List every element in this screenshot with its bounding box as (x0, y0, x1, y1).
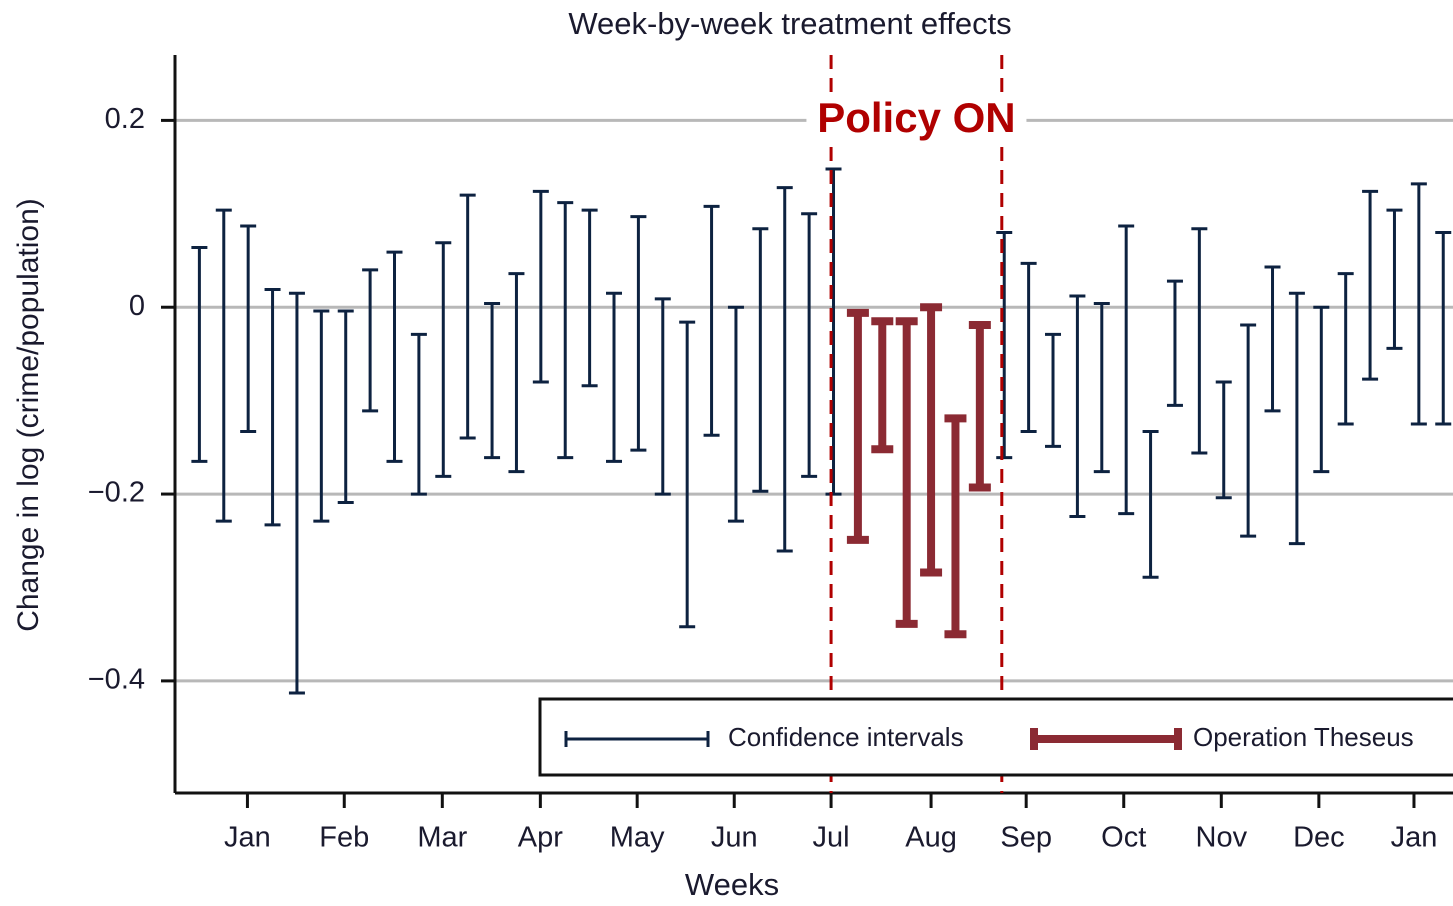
interval (871, 317, 894, 454)
interval (581, 208, 598, 388)
interval (920, 303, 943, 577)
interval (1264, 265, 1281, 413)
interval (606, 291, 623, 463)
x-tick-label: Jan (1391, 822, 1438, 854)
interval (191, 245, 208, 463)
interval (825, 167, 842, 496)
interval (996, 230, 1013, 460)
x-axis-label: Weeks (685, 867, 779, 902)
interval (557, 201, 574, 460)
interval (1362, 189, 1379, 381)
interval (968, 320, 991, 492)
x-tick-label: Apr (518, 822, 563, 854)
interval (386, 250, 403, 463)
interval (508, 272, 525, 474)
interval (1069, 294, 1086, 518)
x-tick-label: Aug (905, 822, 957, 854)
interval (410, 332, 427, 496)
interval (313, 309, 330, 523)
x-tick-label: Oct (1101, 822, 1146, 854)
legend-box (538, 697, 1453, 777)
annotation-bg (806, 100, 1027, 144)
interval (1410, 182, 1427, 426)
interval (459, 193, 476, 440)
interval (484, 301, 501, 460)
interval (1045, 332, 1062, 448)
interval (435, 241, 452, 478)
chart-title: Week-by-week treatment effects (568, 6, 1011, 41)
interval (1215, 380, 1232, 500)
x-tick-label: Mar (417, 822, 467, 854)
x-tick-label: Feb (319, 822, 369, 854)
interval (846, 308, 869, 544)
y-axis-label: Change in log (crime/population) (12, 198, 45, 632)
interval (727, 305, 744, 523)
interval (288, 291, 305, 695)
x-tick-label: Nov (1196, 822, 1248, 854)
interval (630, 215, 647, 452)
interval (1386, 208, 1403, 350)
interval (895, 317, 918, 628)
y-tick-label: 0.2 (105, 103, 145, 135)
legend-label: Operation Theseus (1193, 722, 1414, 752)
interval (1337, 272, 1354, 426)
x-tick-label: Jul (813, 822, 850, 854)
y-tick-label: 0 (129, 290, 145, 322)
legend-swatch (564, 731, 710, 747)
interval (679, 320, 696, 629)
interval (362, 268, 379, 413)
annotation: Policy ON (817, 94, 1015, 141)
interval (752, 227, 769, 493)
interval (1118, 224, 1135, 516)
interval (1240, 323, 1257, 538)
x-tick-label: Sep (1000, 822, 1052, 854)
interval (240, 224, 257, 433)
interval (264, 287, 281, 527)
x-tick-label: Dec (1293, 822, 1345, 854)
interval (532, 189, 549, 384)
interval (1313, 305, 1330, 474)
interval (703, 204, 720, 437)
interval (1166, 279, 1183, 407)
x-tick-label: May (610, 822, 665, 854)
interval (1020, 261, 1037, 433)
interval (337, 309, 354, 504)
interval (801, 212, 818, 478)
interval (944, 414, 967, 639)
interval (1093, 301, 1110, 474)
y-tick-label: −0.2 (88, 477, 145, 509)
interval (1288, 291, 1305, 546)
x-tick-label: Jun (711, 822, 758, 854)
interval (654, 297, 671, 496)
interval (1191, 227, 1208, 455)
interval (1435, 230, 1452, 426)
legend-label: Confidence intervals (728, 722, 964, 752)
legend-swatch (1030, 728, 1182, 750)
interval (776, 186, 793, 553)
interval (1142, 429, 1159, 579)
y-tick-label: −0.4 (88, 664, 145, 696)
x-tick-label: Jan (224, 822, 271, 854)
interval (215, 208, 232, 523)
